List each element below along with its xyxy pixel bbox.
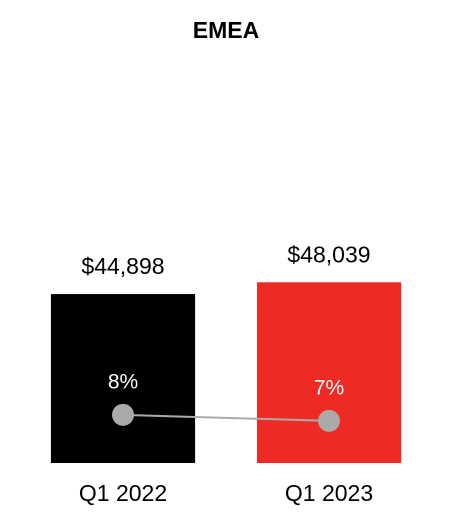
- line-point: [112, 403, 134, 426]
- line: [122, 413, 330, 422]
- x-tick-label: Q1 2023: [285, 480, 373, 506]
- chart-title: EMEA: [193, 17, 259, 43]
- x-tick-label: Q1 2022: [79, 480, 167, 506]
- line-point: [318, 409, 340, 432]
- bar: [256, 282, 402, 463]
- line-value-label: 7%: [314, 376, 344, 399]
- bar: [50, 294, 196, 463]
- line-value-label: 8%: [108, 370, 138, 393]
- value-label: $48,039: [287, 241, 370, 267]
- value-label: $44,898: [81, 253, 164, 279]
